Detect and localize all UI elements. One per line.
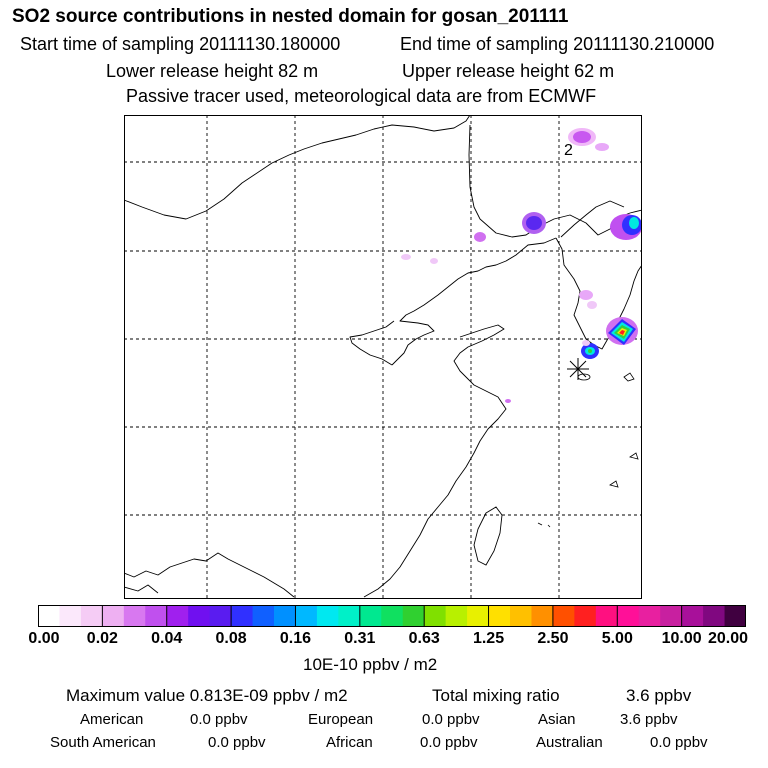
colorbar-cell [681,605,704,627]
lower-release-height: Lower release height 82 m [106,61,319,81]
region-value: 0.0 ppbv [420,734,478,751]
colorbar-cell [338,605,361,627]
colorbar-tick-label: 0.00 [28,630,60,647]
colorbar-cell [724,605,746,627]
colorbar-cell [59,605,82,627]
colorbar-tick-label: 0.63 [408,630,440,647]
total-mixing-ratio-value: 3.6 ppbv [626,686,692,705]
maximum-value: Maximum value 0.813E-09 ppbv / m2 [66,686,348,705]
receptor-star-icon [567,358,589,380]
colorbar-cell [638,605,661,627]
colorbar-cell [488,605,511,627]
chart-title: SO2 source contributions in nested domai… [12,6,569,27]
colorbar-tick-label: 0.08 [215,630,247,647]
colorbar-tick-label: 0.16 [279,630,312,647]
colorbar [38,605,746,627]
colorbar-cell [424,605,447,627]
colorbar-cell [123,605,146,627]
colorbar-cell [381,605,404,627]
graticule [124,115,642,599]
region-name: African [326,734,373,751]
region-value: 0.0 ppbv [422,711,480,728]
colorbar-cell [660,605,683,627]
region-name: South American [50,734,156,751]
region-name: Australian [536,734,603,751]
region-name: European [308,711,374,728]
colorbar-cell [80,605,103,627]
colorbar-cell [402,605,425,627]
sampling-start: Start time of sampling 20111130.180000 [20,34,341,54]
colorbar-cell [102,605,125,627]
region-value: 3.6 ppbv [620,711,678,728]
colorbar-tick-label: 0.02 [86,630,118,647]
colorbar-cell [295,605,318,627]
colorbar-tick-label: 2.50 [537,630,569,647]
colorbar-cell [252,605,275,627]
colorbar-cell [445,605,468,627]
region-value: 0.0 ppbv [208,734,266,751]
concentration-plumes [401,128,642,403]
colorbar-cell [617,605,640,627]
colorbar-cell [166,605,189,627]
colorbar-tick-label: 10.00 [661,630,702,647]
colorbar-cell [316,605,339,627]
map-frame [124,115,642,599]
colorbar-tick-label: 20.00 [707,630,749,647]
colorbar-cell [531,605,554,627]
colorbar-cell [231,605,254,627]
colorbar-cell [574,605,597,627]
map-label-2: 2 [564,142,573,159]
upper-release-height: Upper release height 62 m [402,61,615,81]
colorbar-cell [467,605,490,627]
tracer-note: Passive tracer used, meteorological data… [126,86,597,106]
colorbar-cell [38,605,60,627]
colorbar-tick-label: 1.25 [472,630,505,647]
colorbar-cell [552,605,575,627]
map-panel: 2 [124,115,642,599]
sampling-end: End time of sampling 20111130.210000 [400,34,715,54]
colorbar-cell [274,605,296,627]
total-mixing-ratio-label: Total mixing ratio [432,686,560,705]
colorbar-cell [359,605,382,627]
colorbar-cell [145,605,168,627]
colorbar-unit: 10E-10 ppbv / m2 [303,655,438,674]
colorbar-cell [595,605,618,627]
colorbar-tick-label: 0.04 [151,630,183,647]
colorbar-tick-label: 0.31 [344,630,376,647]
region-name: American [80,711,144,728]
taiwan-island [473,506,503,566]
colorbar-tick-label: 5.00 [601,630,633,647]
region-value: 0.0 ppbv [190,711,248,728]
colorbar-cell [188,605,211,627]
region-value: 0.0 ppbv [650,734,708,751]
colorbar-cell [209,605,232,627]
region-name: Asian [538,711,576,728]
colorbar-cell [510,605,532,627]
colorbar-cell [703,605,726,627]
